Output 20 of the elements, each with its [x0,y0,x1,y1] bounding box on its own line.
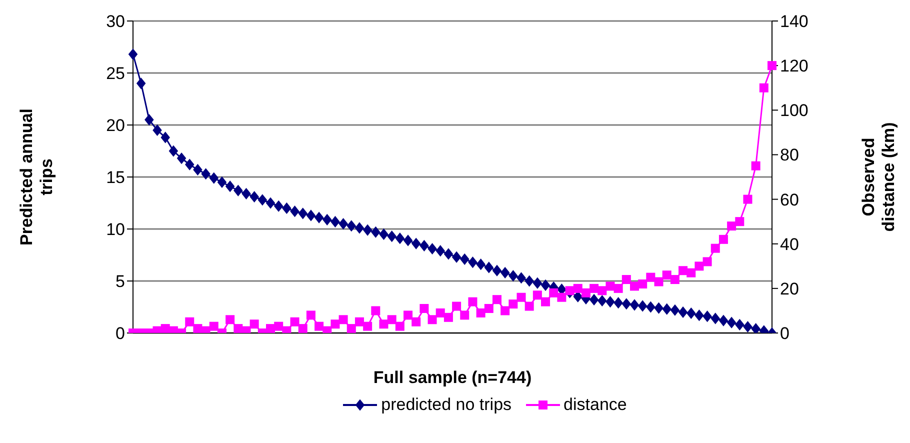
y-tick-label: 30 [106,12,125,32]
y2-tick-label: 100 [780,101,808,120]
y2-tick-label: 60 [780,190,799,210]
legend-label: predicted no trips [381,395,512,415]
y2-tick-label: 140 [780,12,808,32]
y-tick-label: 0 [116,324,125,344]
y2-axis-title: Observed distance (km) [859,122,898,232]
y2-tick-label: 80 [780,146,799,165]
y2-tick-label: 40 [780,234,799,254]
y-axis-title: Predicted annual trips [17,108,56,246]
y-tick-label: 25 [106,64,125,84]
y2-tick-label: 20 [780,279,799,298]
y-tick-label: 5 [116,272,125,292]
legend-label: distance [564,395,627,415]
y2-tick-label: 120 [780,56,808,76]
y2-tick-label: 0 [780,324,790,344]
y-tick-label: 15 [106,168,125,188]
y-tick-label: 10 [106,220,125,240]
y-tick-label: 20 [106,116,125,136]
x-axis-title: Full sample (n=744) [373,368,532,387]
